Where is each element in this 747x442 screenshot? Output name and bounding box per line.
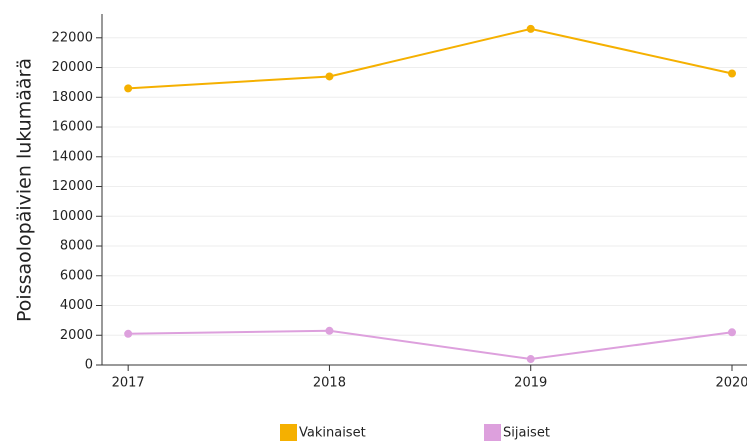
y-tick-label: 22000 [52, 30, 93, 45]
x-tick-label: 2019 [514, 376, 547, 391]
series-line [128, 329, 733, 361]
data-point [526, 24, 535, 33]
y-tick-label: 2000 [60, 328, 93, 343]
x-tick-label: 2017 [112, 376, 145, 391]
legend-swatch [484, 424, 501, 441]
legend-swatch [280, 424, 297, 441]
data-point [325, 326, 334, 335]
y-tick-label: 14000 [52, 149, 93, 164]
data-point [124, 329, 133, 338]
series-line [128, 27, 733, 90]
x-tick-label: 2018 [313, 376, 346, 391]
y-tick-label: 16000 [52, 120, 93, 135]
y-tick-label: 6000 [60, 268, 93, 283]
data-point [526, 355, 535, 364]
y-axis-label: Poissaolopäivien lukumäärä [14, 58, 36, 322]
y-tick-label: 8000 [60, 239, 93, 254]
y-tick-label: 12000 [52, 179, 93, 194]
y-tick-label: 20000 [52, 60, 93, 75]
data-point [124, 84, 133, 93]
y-tick-label: 0 [85, 358, 93, 373]
y-tick-label: 4000 [60, 298, 93, 313]
legend-label: Sijaiset [503, 426, 550, 441]
data-point [728, 69, 736, 78]
x-tick-label: 2020 [715, 376, 747, 391]
legend-label: Vakinaiset [299, 426, 366, 441]
data-point [728, 328, 736, 337]
data-point [325, 72, 334, 81]
y-tick-label: 10000 [52, 209, 93, 224]
y-tick-label: 18000 [52, 90, 93, 105]
